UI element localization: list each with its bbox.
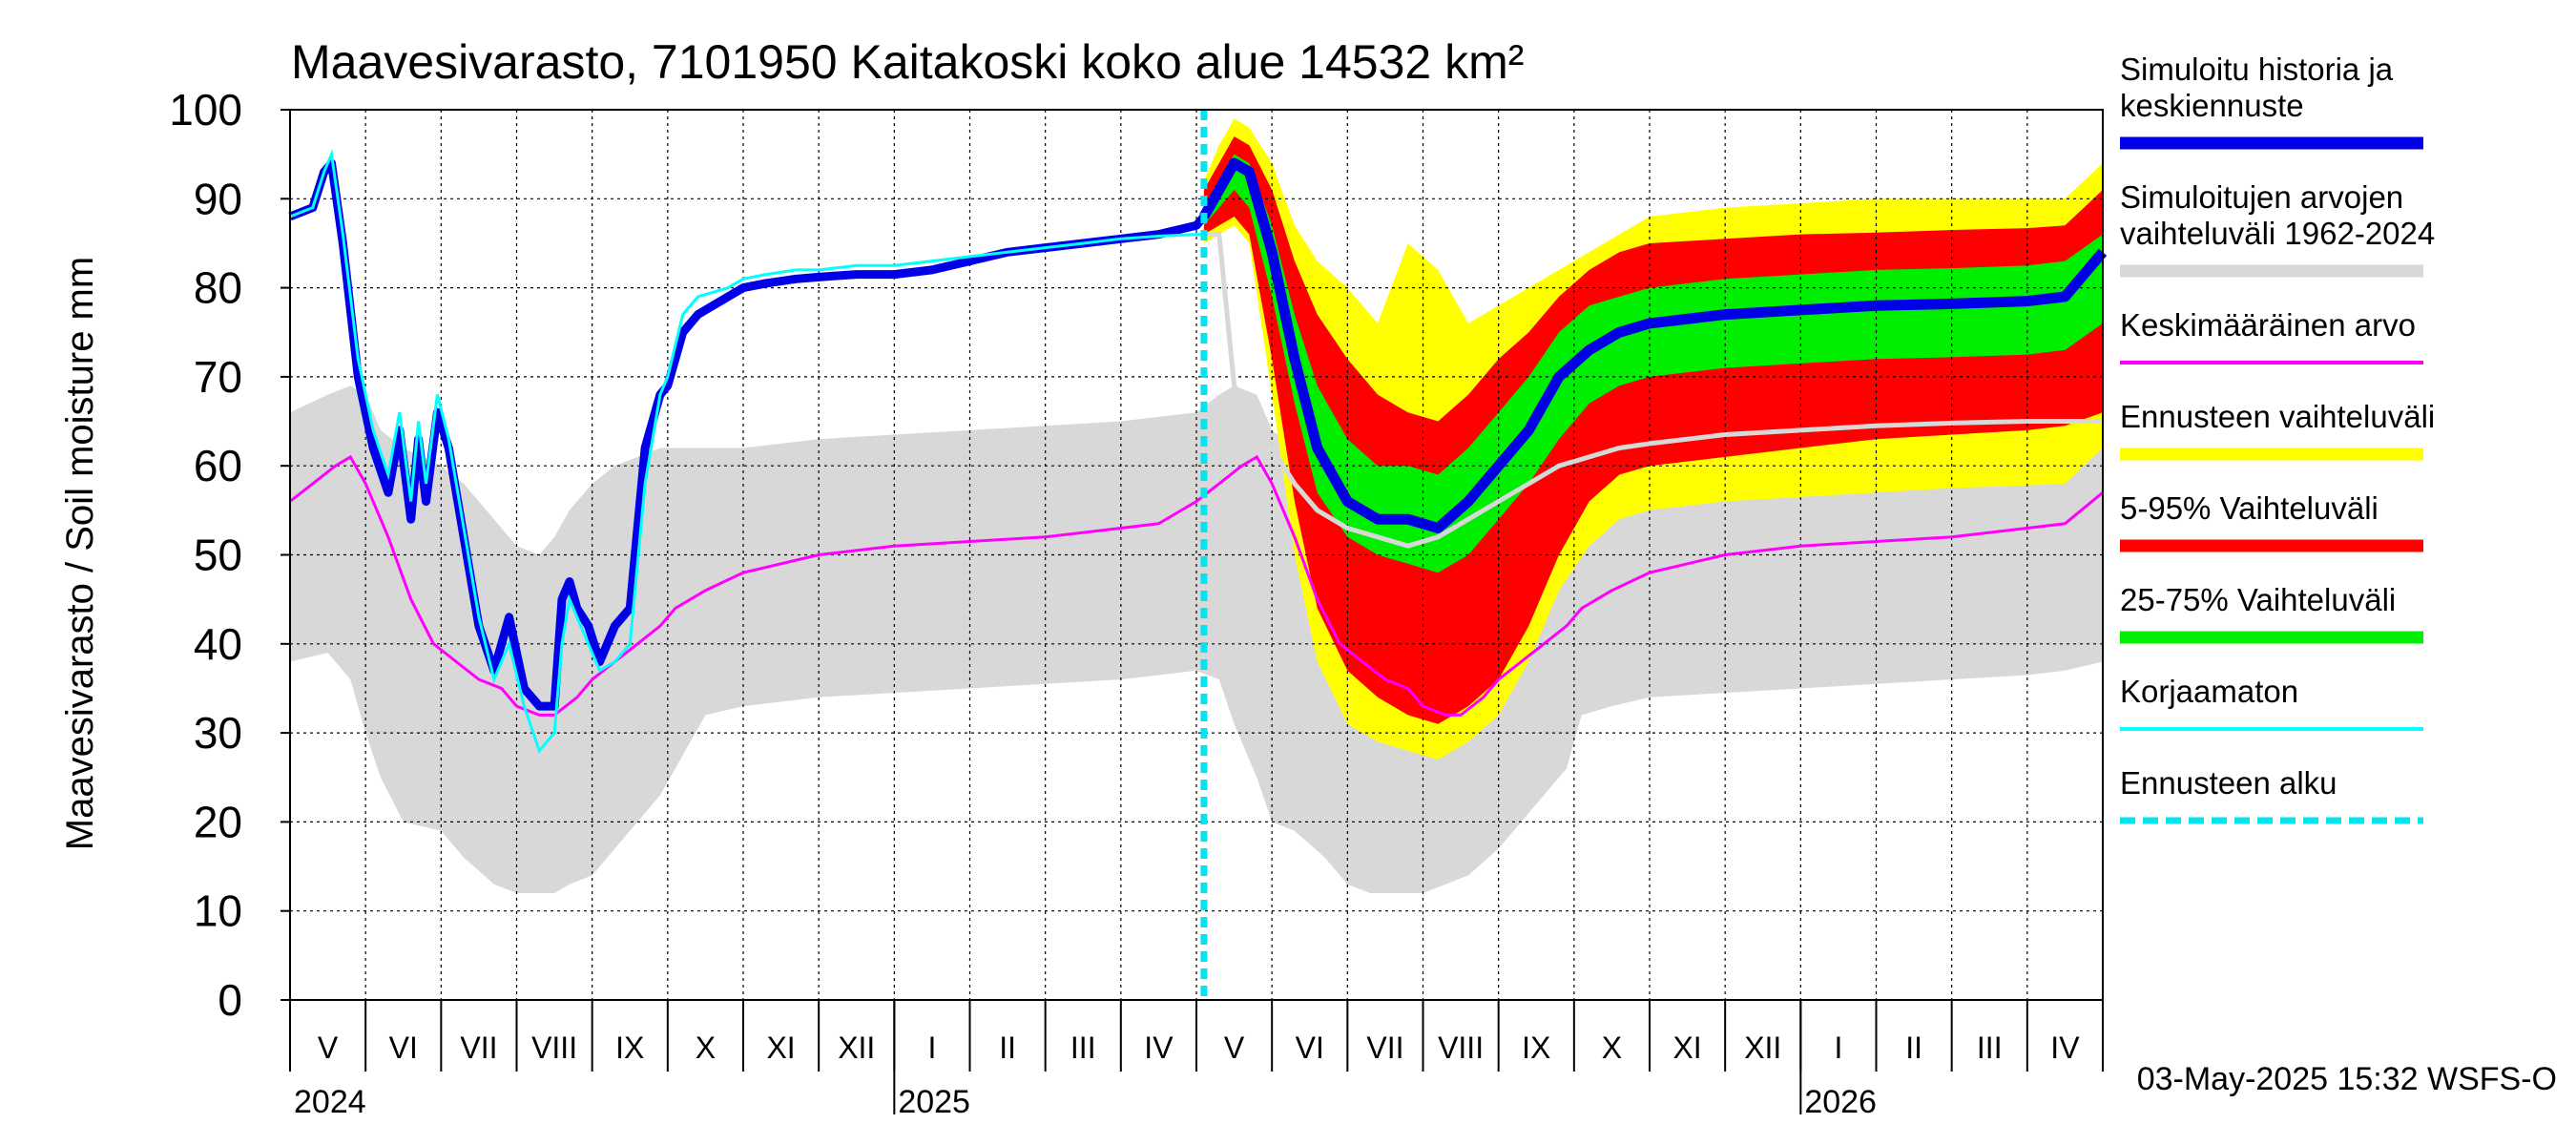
month-label: VII — [460, 1030, 497, 1065]
y-tick-label: 90 — [194, 174, 242, 223]
month-label: IX — [1522, 1030, 1550, 1065]
legend-label: Simuloitujen arvojen vaihteluväli 1962-20… — [2120, 179, 2435, 251]
history-line — [288, 158, 1208, 711]
month-label: XI — [1672, 1030, 1701, 1065]
y-tick-label: 10 — [194, 886, 242, 936]
month-label: VIII — [1438, 1030, 1484, 1065]
month-label: X — [1602, 1030, 1622, 1065]
month-label: XI — [766, 1030, 795, 1065]
year-label: 2025 — [898, 1084, 970, 1120]
legend-label: Ennusteen vaihteluväli — [2120, 399, 2435, 434]
month-label: XII — [1744, 1030, 1781, 1065]
legend-label: Korjaamaton — [2120, 674, 2298, 709]
y-tick-label: 60 — [194, 441, 242, 490]
legend-label: 5-95% Vaihteluväli — [2120, 490, 2379, 526]
legend: Simuloitu historia ja keskiennuste Simuloi… — [2120, 52, 2435, 824]
month-label: IV — [2050, 1030, 2080, 1065]
mean-line — [289, 454, 2104, 717]
y-tick-label: 50 — [194, 531, 242, 580]
y-tick-label: 30 — [194, 708, 242, 758]
legend-label: Keskimääräinen arvo — [2120, 307, 2416, 343]
grid-layer — [290, 110, 2103, 1000]
y-tick-label: 100 — [169, 85, 242, 135]
y-tick-label: 70 — [194, 352, 242, 402]
month-label: II — [1905, 1030, 1922, 1065]
legend-label: 25-75% Vaihteluväli — [2120, 582, 2396, 617]
month-label: III — [1070, 1030, 1096, 1065]
uncorrected-line — [289, 149, 1204, 754]
month-label: III — [1977, 1030, 2003, 1065]
p25-75-band — [1203, 154, 2103, 573]
legend-label: Simuloitu historia ja keskiennuste — [2120, 52, 2394, 123]
month-label: VI — [1296, 1030, 1324, 1065]
y-tick-label: 0 — [218, 975, 242, 1025]
chart-title: Maavesivarasto, 7101950 Kaitakoski koko … — [291, 35, 1524, 89]
month-label: I — [927, 1030, 936, 1065]
month-label: VI — [389, 1030, 418, 1065]
y-tick-label: 80 — [194, 263, 242, 313]
y-axis-label: Maavesivarasto / Soil moisture mm — [59, 257, 101, 850]
historical-median-line — [1203, 232, 2103, 549]
forecast-median-line — [1199, 157, 2108, 533]
month-label: VIII — [531, 1030, 577, 1065]
month-label: I — [1834, 1030, 1842, 1065]
legend-label: Ennusteen alku — [2120, 765, 2337, 801]
month-label: X — [696, 1030, 716, 1065]
timestamp: 03-May-2025 15:32 WSFS-O — [2137, 1061, 2557, 1097]
month-label: XII — [838, 1030, 875, 1065]
y-tick-label: 40 — [194, 619, 242, 669]
month-label: VII — [1366, 1030, 1403, 1065]
line-layer — [288, 110, 2108, 1000]
month-label: V — [1224, 1030, 1245, 1065]
y-tick-label: 20 — [194, 797, 242, 846]
month-label: V — [318, 1030, 339, 1065]
month-label: IV — [1144, 1030, 1174, 1065]
year-label: 2024 — [294, 1084, 366, 1120]
month-label: II — [999, 1030, 1016, 1065]
month-label: IX — [615, 1030, 644, 1065]
year-label: 2026 — [1804, 1084, 1877, 1120]
